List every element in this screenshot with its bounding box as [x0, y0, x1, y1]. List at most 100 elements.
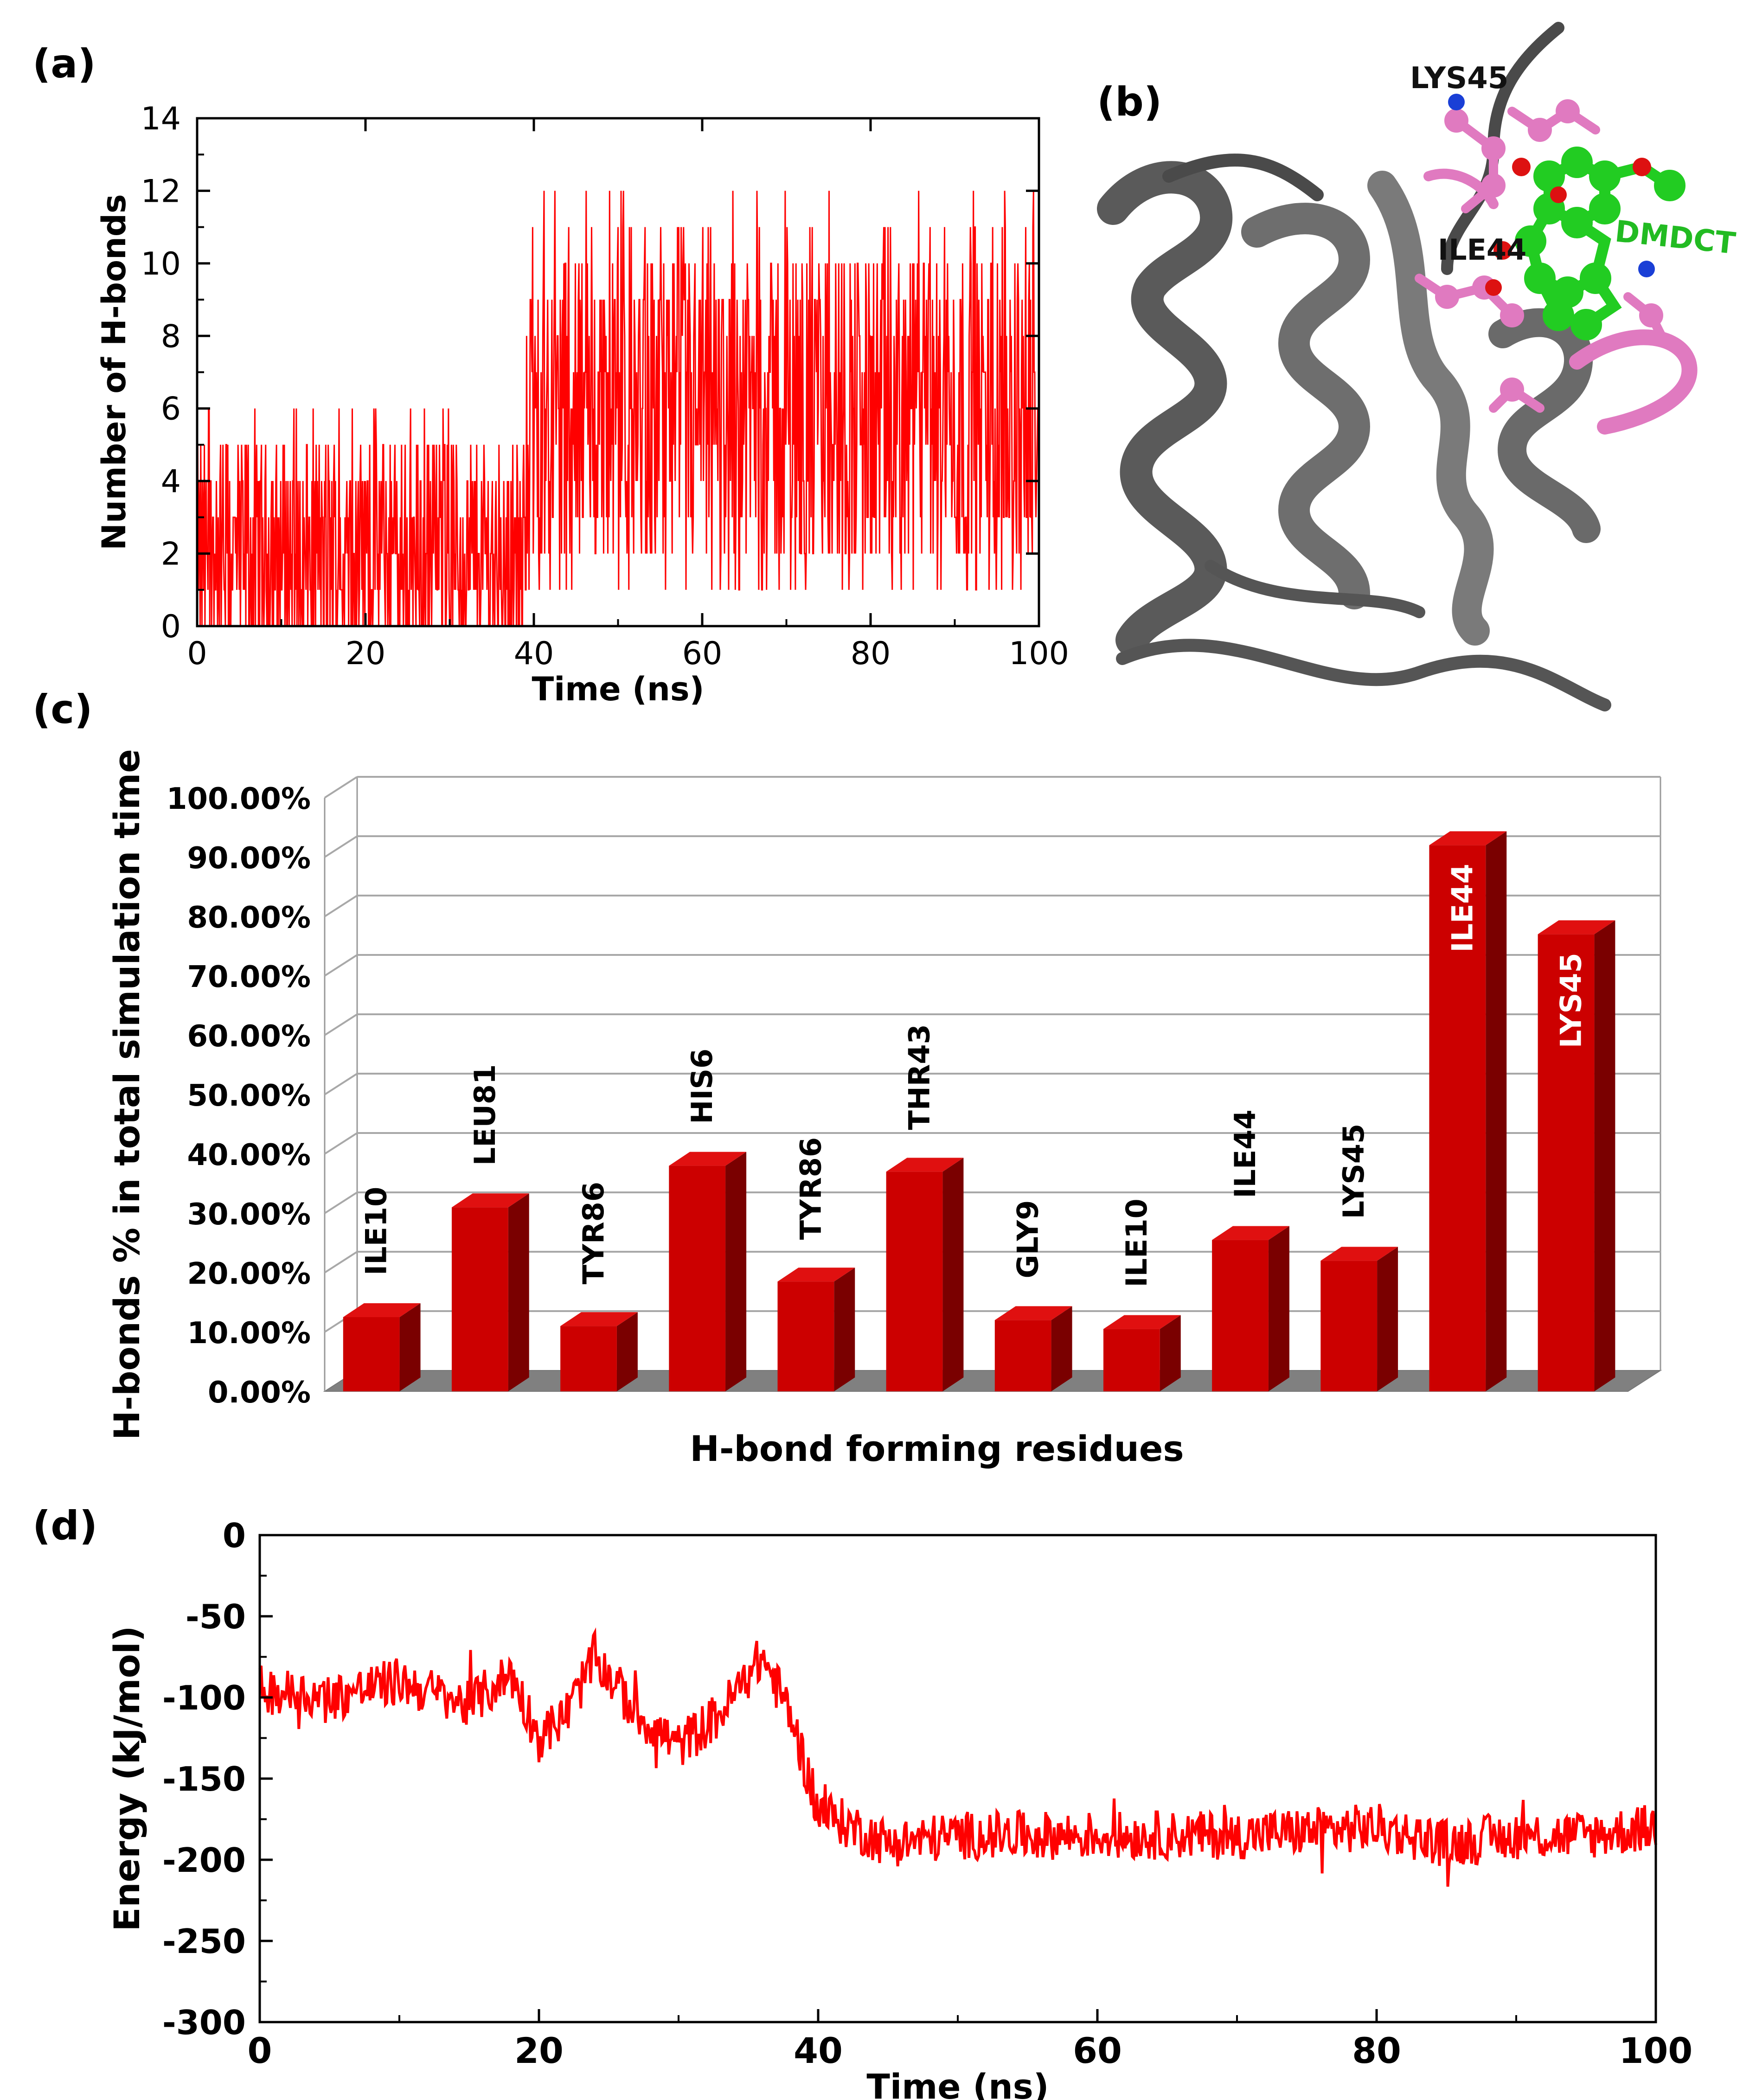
y-tick-label: 10 — [141, 246, 181, 282]
y-tick-label: 100.00% — [167, 782, 311, 816]
chart-hbond-count: 0 20 40 60 80 100 0 2 4 6 8 10 12 14 Time (ns) Number o… — [95, 101, 1069, 708]
bar — [1103, 1329, 1160, 1391]
y-tick-label: 8 — [161, 318, 181, 355]
bar-top — [994, 1306, 1072, 1320]
bar-label: GLY9 — [1011, 1200, 1045, 1279]
bar-9 — [1320, 1247, 1398, 1391]
bar-3 — [669, 1152, 747, 1391]
y-tick-label: 60.00% — [187, 1019, 311, 1054]
structure-label-ile44: ILE44 — [1438, 233, 1526, 267]
bar-label: LYS45 — [1337, 1124, 1371, 1219]
gridline-side — [324, 1251, 358, 1274]
y-tick-label: 40.00% — [187, 1138, 311, 1172]
bar-label: ILE44 — [1445, 864, 1479, 952]
bar — [560, 1326, 617, 1391]
x-tick-label: 80 — [1352, 2030, 1401, 2071]
bar-top — [1103, 1315, 1181, 1329]
bar-side — [1377, 1247, 1398, 1391]
x-tick-label: 0 — [248, 2030, 272, 2071]
y-tick-label: 50.00% — [187, 1079, 311, 1113]
bar-2 — [560, 1312, 638, 1391]
bar-side — [508, 1193, 529, 1391]
bar-top — [886, 1158, 964, 1172]
gridline-side — [324, 1013, 358, 1036]
x-axis-label: H-bond forming residues — [690, 1428, 1184, 1469]
y-tick-label: 14 — [141, 101, 181, 137]
protein-ligand-structure-image: LYS45 ILE44 DMDCT — [1097, 22, 1737, 711]
panel-b-label: (b) — [1097, 79, 1162, 125]
y-tick-label: -50 — [186, 1597, 246, 1636]
y-tick-label: 10.00% — [187, 1316, 311, 1351]
x-tick-label: 100 — [1619, 2030, 1693, 2071]
gridline-side — [324, 776, 358, 799]
bar-label: LEU81 — [468, 1064, 502, 1165]
x-tick-label: 60 — [1073, 2030, 1122, 2071]
bar-label: HIS6 — [685, 1049, 719, 1124]
bar-label: ILE10 — [359, 1187, 393, 1275]
panel-c-label: (c) — [32, 686, 93, 733]
gridline-side — [324, 954, 358, 977]
x-tick-label: 20 — [514, 2030, 564, 2071]
structure-label-ligand: DMDCT — [1613, 214, 1737, 261]
panel-d-label: (d) — [32, 1503, 98, 1549]
bar-label: THR43 — [903, 1024, 936, 1130]
y-tick-label: 70.00% — [187, 960, 311, 994]
bar-side — [725, 1152, 747, 1391]
chart-interaction-energy: 0 20 40 60 80 100 0 -50 -100 -150 -200 -250 -300 Time… — [106, 1516, 1693, 2100]
x-tick-label: 40 — [794, 2030, 843, 2071]
gridline-side — [324, 1132, 358, 1155]
bar — [886, 1172, 943, 1391]
y-tick-label: 90.00% — [187, 841, 311, 876]
x-tick-label: 80 — [851, 635, 891, 672]
bar-side — [399, 1303, 421, 1391]
y-tick-label: -100 — [162, 1678, 246, 1717]
bar — [451, 1207, 508, 1391]
y-tick-label: 20.00% — [187, 1257, 311, 1291]
y-tick-label: 4 — [161, 463, 181, 500]
bar-6 — [994, 1306, 1072, 1391]
x-tick-label: 100 — [1009, 635, 1069, 672]
bar-label: TYR86 — [577, 1182, 610, 1284]
hbond-count-series — [196, 191, 1040, 627]
y-tick-label: 0.00% — [208, 1376, 311, 1410]
gridline-side — [324, 1191, 358, 1214]
bar-11 — [1538, 920, 1615, 1391]
bar — [1538, 934, 1595, 1391]
y-tick-label: -300 — [162, 2003, 246, 2042]
residue-sticks — [1415, 99, 1670, 413]
bar-1 — [451, 1193, 529, 1391]
chart-hbond-occupancy: 0.00% 10.00% 20.00% 30.00% 40.00% 50.00% 60.00… — [106, 749, 1662, 1469]
y-tick-label: 30.00% — [187, 1197, 311, 1232]
bar-top — [1538, 920, 1615, 935]
bar-10 — [1429, 831, 1507, 1391]
gridline-side — [324, 835, 358, 858]
structure-label-lys45: LYS45 — [1410, 61, 1508, 96]
y-tick-label: -150 — [162, 1760, 246, 1799]
x-axis-label: Time (ns) — [866, 2067, 1049, 2100]
bar — [777, 1281, 834, 1391]
bar-side — [616, 1312, 638, 1391]
bar-side — [1160, 1315, 1181, 1391]
gridline-side — [324, 895, 358, 917]
x-tick-label: 60 — [682, 635, 723, 672]
x-tick-label: 0 — [187, 635, 207, 672]
bar-side — [1268, 1226, 1289, 1391]
bar-top — [560, 1312, 638, 1326]
bar — [1320, 1261, 1378, 1391]
y-axis-label: H-bonds % in total simulation time — [106, 749, 147, 1440]
bar-label: ILE44 — [1228, 1109, 1262, 1198]
bar-0 — [343, 1303, 421, 1391]
bar-top — [451, 1193, 529, 1208]
energy-series — [258, 1627, 1657, 1887]
bar-side — [1594, 920, 1615, 1391]
bar-top — [343, 1303, 421, 1317]
y-axis-label: Number of H-bonds — [95, 194, 133, 550]
bar-8 — [1212, 1226, 1289, 1391]
bar — [1429, 845, 1486, 1391]
y-tick-label: 80.00% — [187, 901, 311, 935]
bar — [1212, 1240, 1269, 1391]
hetero-atoms — [1448, 94, 1655, 296]
bar-label: ILE10 — [1120, 1198, 1154, 1287]
y-tick-label: 0 — [161, 608, 181, 645]
bar — [343, 1317, 400, 1391]
